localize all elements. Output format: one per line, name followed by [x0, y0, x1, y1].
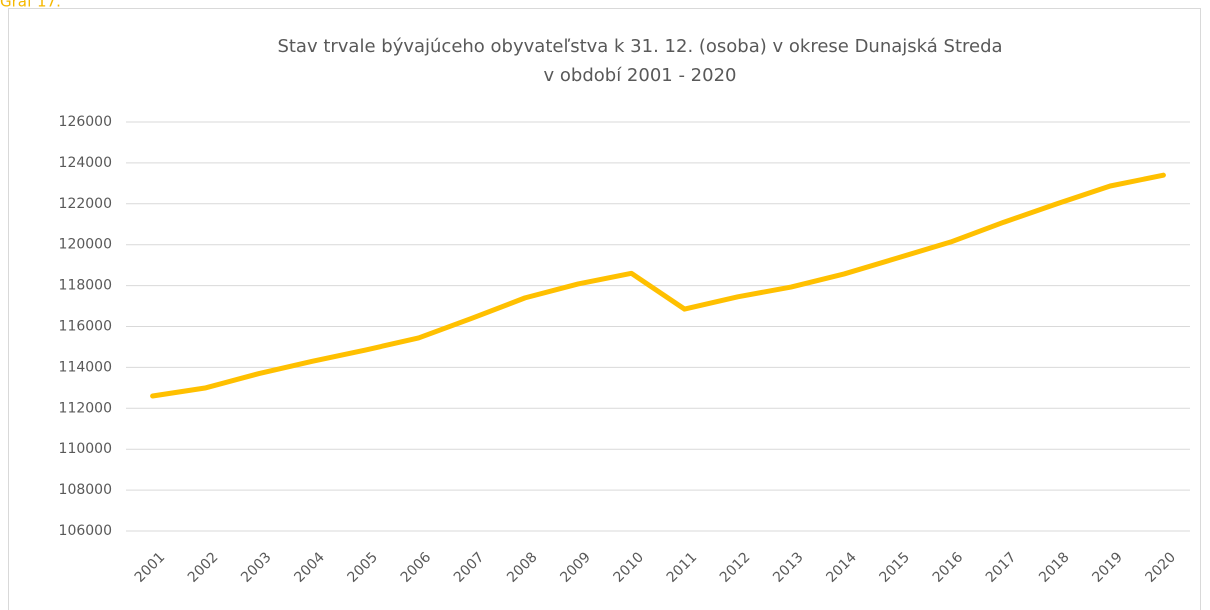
chart-title: Stav trvale bývajúceho obyvateľstva k 31…: [277, 36, 1002, 57]
chart-title: v období 2001 - 2020: [544, 65, 737, 86]
x-tick-label: 2006: [398, 549, 435, 586]
y-tick-label: 116000: [59, 319, 112, 335]
y-tick-label: 118000: [59, 278, 112, 294]
x-tick-label: 2019: [1089, 549, 1126, 586]
x-tick-label: 2001: [132, 549, 169, 586]
data-line: [150, 172, 1166, 399]
x-tick-label: 2014: [823, 549, 860, 586]
x-tick-label: 2007: [451, 549, 488, 586]
y-tick-label: 124000: [59, 155, 112, 171]
x-tick-label: 2020: [1143, 549, 1180, 586]
y-tick-label: 112000: [59, 400, 112, 416]
y-tick-label: 126000: [59, 114, 112, 130]
y-tick-label: 110000: [59, 441, 112, 457]
x-tick-label: 2009: [557, 549, 594, 586]
x-tick-label: 2017: [983, 549, 1020, 586]
x-tick-label: 2002: [185, 549, 222, 586]
x-tick-label: 2004: [291, 549, 328, 586]
x-tick-label: 2011: [664, 549, 701, 586]
y-tick-label: 122000: [59, 196, 112, 212]
y-tick-label: 120000: [59, 237, 112, 253]
y-tick-label: 108000: [59, 482, 112, 498]
x-tick-label: 2008: [504, 549, 541, 586]
y-tick-label: 114000: [59, 359, 112, 375]
x-tick-label: 2015: [877, 549, 914, 586]
x-tick-label: 2013: [770, 549, 807, 586]
x-tick-label: 2003: [238, 549, 275, 586]
caption: Graf 17.: [0, 0, 61, 11]
x-tick-label: 2016: [930, 549, 967, 586]
y-tick-label: 106000: [59, 523, 112, 539]
x-tick-label: 2018: [1036, 549, 1073, 586]
x-tick-label: 2005: [345, 549, 382, 586]
chart-frame: [8, 8, 1201, 610]
x-tick-label: 2010: [611, 549, 648, 586]
x-tick-label: 2012: [717, 549, 754, 586]
